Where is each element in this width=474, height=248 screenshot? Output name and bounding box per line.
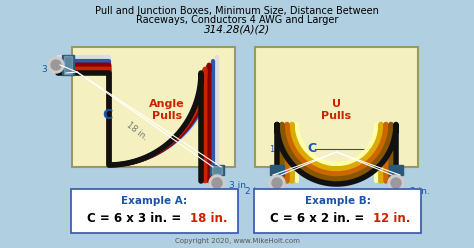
Text: C = 6 x 2 in. =: C = 6 x 2 in. =: [270, 212, 368, 225]
Bar: [212, 166, 222, 174]
Bar: [270, 165, 284, 175]
FancyBboxPatch shape: [255, 47, 418, 167]
Text: Pull and Junction Boxes, Minimum Size, Distance Between: Pull and Junction Boxes, Minimum Size, D…: [95, 6, 379, 16]
Text: C = 6 x 3 in. =: C = 6 x 3 in. =: [87, 212, 185, 225]
Text: 18 in.: 18 in.: [125, 120, 149, 142]
Circle shape: [51, 60, 61, 70]
Circle shape: [272, 178, 282, 188]
Circle shape: [209, 175, 225, 191]
Text: 18 in.: 18 in.: [190, 212, 228, 225]
Text: Raceways, Conductors 4 AWG and Larger: Raceways, Conductors 4 AWG and Larger: [136, 15, 338, 25]
Bar: [389, 165, 403, 175]
Text: C: C: [102, 108, 112, 122]
FancyBboxPatch shape: [72, 47, 235, 167]
Text: Angle
Pulls: Angle Pulls: [149, 99, 185, 122]
Text: 12 in.: 12 in.: [373, 212, 410, 225]
FancyBboxPatch shape: [254, 189, 421, 233]
Bar: [62, 55, 74, 75]
Circle shape: [388, 175, 404, 191]
Circle shape: [269, 175, 285, 191]
Text: Copyright 2020, www.MikeHolt.com: Copyright 2020, www.MikeHolt.com: [174, 238, 300, 244]
Circle shape: [48, 57, 64, 73]
Text: 2 in.: 2 in.: [410, 186, 430, 195]
Circle shape: [391, 178, 401, 188]
Text: U
Pulls: U Pulls: [321, 99, 352, 122]
FancyBboxPatch shape: [71, 189, 238, 233]
Text: 3 in.: 3 in.: [42, 64, 62, 73]
Text: Example A:: Example A:: [121, 196, 188, 206]
Text: 2 in.: 2 in.: [245, 186, 265, 195]
Text: 12 in.: 12 in.: [270, 145, 293, 154]
Text: C: C: [307, 143, 316, 155]
Circle shape: [212, 178, 222, 188]
Text: Example B:: Example B:: [305, 196, 371, 206]
Text: 314.28(A)(2): 314.28(A)(2): [204, 24, 270, 34]
Text: 3 in.: 3 in.: [229, 181, 249, 189]
Bar: [64, 56, 72, 74]
Bar: [210, 165, 224, 175]
